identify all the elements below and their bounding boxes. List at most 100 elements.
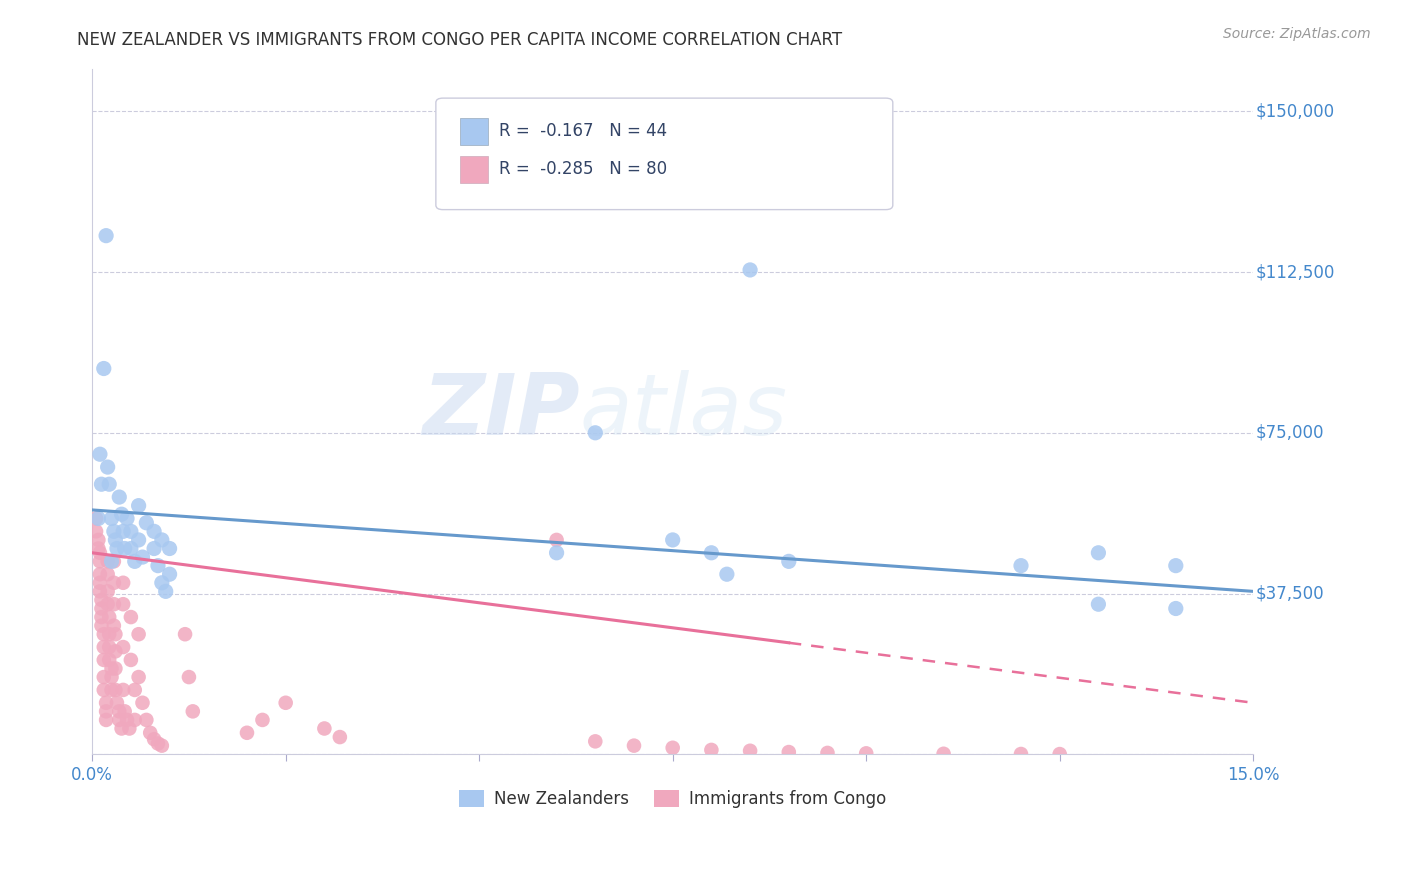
Text: $150,000: $150,000 [1256,103,1334,120]
Point [97,554,120,568]
Point [155,584,177,599]
Point [124,682,146,697]
Point [110,722,132,736]
Point [94,704,117,718]
Point [112,524,135,539]
Point [112,575,135,590]
Point [104,661,127,675]
Point [1164,558,1187,573]
Point [135,516,157,530]
Point [159,567,181,582]
Point [98,640,121,654]
Point [100,511,122,525]
Point [94,696,117,710]
Point [159,541,181,556]
Point [143,524,166,539]
Point [90,477,112,491]
Point [97,567,120,582]
Point [150,575,173,590]
Point [661,533,683,547]
Point [932,747,955,761]
Text: R =  -0.167   N = 44: R = -0.167 N = 44 [499,122,668,140]
Point [661,740,683,755]
Point [1164,601,1187,615]
Point [104,627,127,641]
Point [778,554,800,568]
Point [546,533,568,547]
Point [855,747,877,761]
Point [89,584,111,599]
Point [84,524,107,539]
Point [274,696,297,710]
Point [93,670,115,684]
Point [252,713,274,727]
Point [108,490,131,504]
Point [110,507,132,521]
Point [105,696,128,710]
Point [100,554,122,568]
Point [329,730,352,744]
Point [90,593,112,607]
Text: $37,500: $37,500 [1256,584,1324,602]
Point [1010,558,1032,573]
Text: $75,000: $75,000 [1256,424,1324,442]
Text: R =  -0.285   N = 80: R = -0.285 N = 80 [499,161,668,178]
Point [104,533,127,547]
Point [716,567,738,582]
Point [93,361,115,376]
Point [103,554,125,568]
Point [120,541,142,556]
Point [112,597,135,611]
Point [114,541,136,556]
Point [128,533,150,547]
Point [97,460,120,475]
Text: ZIP: ZIP [422,370,579,453]
Point [89,554,111,568]
Point [120,524,142,539]
Point [97,597,120,611]
Point [89,447,111,461]
Point [700,546,723,560]
Point [100,670,122,684]
Point [103,524,125,539]
Point [89,567,111,582]
Point [89,575,111,590]
Point [103,575,125,590]
Point [174,627,197,641]
Point [128,670,150,684]
Point [104,682,127,697]
Text: atlas: atlas [579,370,787,453]
Legend: New Zealanders, Immigrants from Congo: New Zealanders, Immigrants from Congo [453,783,893,814]
Point [738,744,761,758]
Point [84,511,107,525]
Point [93,682,115,697]
Point [120,610,142,624]
Text: Source: ZipAtlas.com: Source: ZipAtlas.com [1223,27,1371,41]
Point [128,627,150,641]
Point [623,739,645,753]
Point [181,704,204,718]
Point [93,653,115,667]
Point [131,550,153,565]
Point [108,704,131,718]
Point [118,722,141,736]
Point [87,541,110,556]
Point [105,541,128,556]
Point [700,743,723,757]
Point [108,713,131,727]
Point [778,745,800,759]
Point [100,682,122,697]
Point [1010,747,1032,761]
Point [98,653,121,667]
Point [103,597,125,611]
Point [98,477,121,491]
Point [583,425,606,440]
Point [143,732,166,747]
Point [546,546,568,560]
Point [94,228,117,243]
Point [90,618,112,632]
Point [124,713,146,727]
Point [131,696,153,710]
Point [143,541,166,556]
Point [146,737,169,751]
